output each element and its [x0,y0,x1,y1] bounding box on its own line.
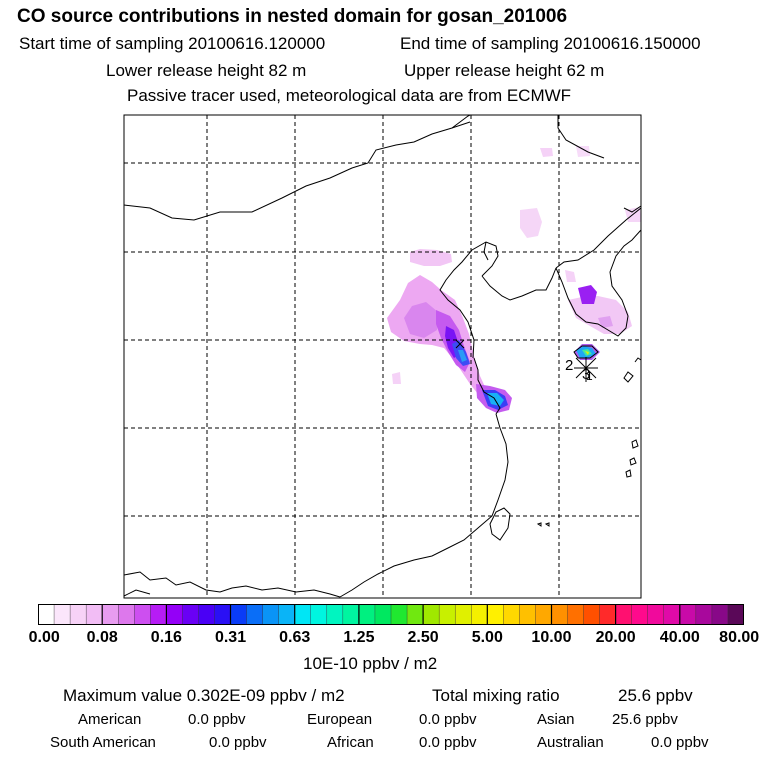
color-scale-cell [294,604,312,625]
color-scale-tick-label: 1.25 [343,629,375,646]
color-scale-cell [663,604,681,625]
color-scale-cell [101,604,119,625]
color-scale-tick-label: 2.50 [407,629,439,646]
map-frame [123,114,642,599]
color-scale-cell [599,604,617,625]
african-label: African [327,734,374,751]
australian-value: 0.0 ppbv [651,734,709,751]
color-scale-cell [374,604,392,625]
color-scale-bar [38,604,744,625]
color-scale-tick-label: 20.00 [595,629,636,646]
color-scale-cell [535,604,552,625]
african-value: 0.0 ppbv [419,734,477,751]
color-scale-cell [310,604,328,625]
graticule [124,115,641,598]
color-scale-tick-label: 0.31 [214,629,247,646]
map-panel: 2 3 1 [123,114,642,599]
color-scale-cell [727,604,744,625]
coastlines [123,114,642,598]
asian-value: 25.6 ppbv [612,711,678,728]
european-label: European [307,711,373,728]
asian-label: Asian [537,711,575,728]
color-scale-cell [118,604,135,625]
south-american-value: 0.0 ppbv [209,734,267,751]
receptor-label-3: 3 [582,366,590,383]
color-scale-cells [38,604,744,625]
color-scale-tick-label: 0.16 [150,629,182,646]
american-label: American [78,711,142,728]
color-scale-cell [85,604,103,625]
start-time-label: Start time of sampling 20100616.120000 [19,34,326,53]
color-scale-tick-label: 5.00 [471,629,503,646]
color-scale-cell [134,604,151,625]
color-scale-cell [326,604,344,625]
color-scale-cell [503,604,520,625]
color-scale-cell [406,604,424,625]
color-scale-unit: 10E-10 ppbv / m2 [303,654,438,673]
total-mixing-value: 25.6 ppbv [618,686,693,705]
end-time-label: End time of sampling 20100616.150000 [400,34,701,53]
color-scale-cell [246,604,264,625]
color-scale-cell [487,604,504,625]
color-scale-cell [567,604,585,625]
color-scale-cell [150,604,167,625]
color-scale-tick-label: 0.08 [86,629,118,646]
color-scale-cell [631,604,649,625]
color-scale-tick-label: 0.63 [279,629,311,646]
concentration-plume [387,146,641,413]
color-scale-cell [390,604,408,625]
color-scale-cell [358,604,376,625]
lower-release-height: Lower release height 82 m [106,61,307,80]
maximum-value: Maximum value 0.302E-09 ppbv / m2 [63,686,345,705]
color-scale-tick-label: 0.00 [28,629,60,646]
color-scale-cell [182,604,199,625]
receptor-label-2: 2 [565,357,573,374]
european-value: 0.0 ppbv [419,711,477,728]
color-scale-tick-label: 80.00 [719,629,760,646]
color-scale-cell [422,604,440,625]
color-scale-cell [278,604,296,625]
color-scale-tick-label: 40.00 [659,629,700,646]
color-scale-cell [53,604,71,625]
color-scale-cell [69,604,87,625]
color-scale-cell [38,604,55,625]
color-scale-cell [615,604,633,625]
color-scale-cell [262,604,280,625]
color-scale-cell [166,604,183,625]
receptor-label-1: 1 [586,369,593,383]
color-scale-cell [695,604,713,625]
map-title: CO source contributions in nested domain… [17,6,568,27]
color-scale-tick-label: 10.00 [531,629,572,646]
australian-label: Australian [537,734,604,751]
total-mixing-label: Total mixing ratio [432,686,560,705]
color-scale-cell [214,604,232,625]
tracer-note: Passive tracer used, meteorological data… [127,86,572,105]
american-value: 0.0 ppbv [188,711,246,728]
color-scale-cell [230,604,248,625]
color-scale-cell [711,604,729,625]
south-american-label: South American [50,734,156,751]
color-scale-cell [471,604,488,625]
color-scale-cell [679,604,697,625]
color-scale-cell [519,604,536,625]
color-scale-cell [454,604,472,625]
color-scale-border [38,604,744,625]
color-scale-cell [551,604,569,625]
color-scale-dividers [38,604,744,625]
color-scale-cell [198,604,215,625]
color-scale-cell [438,604,456,625]
receptor-marker [455,339,598,382]
color-scale-cell [647,604,665,625]
upper-release-height: Upper release height 62 m [404,61,605,80]
color-scale-cell [583,604,601,625]
color-scale-cell [342,604,360,625]
